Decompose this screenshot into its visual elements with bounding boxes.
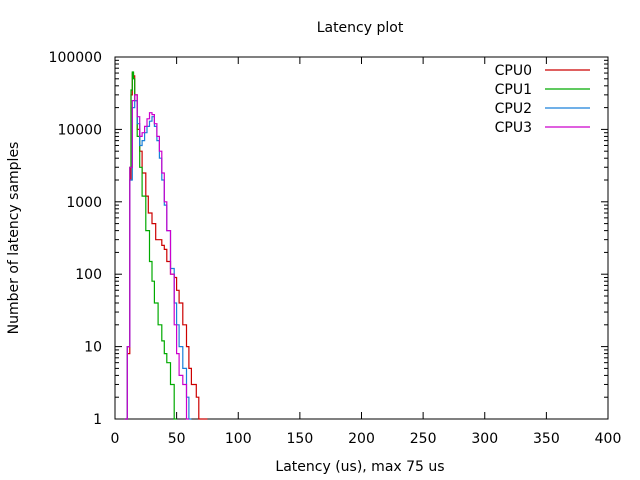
series-layer — [124, 71, 208, 420]
x-tick-label: 150 — [287, 431, 314, 447]
series-line-cpu2 — [124, 100, 192, 420]
series-line-cpu3 — [124, 94, 189, 420]
x-tick-label: 400 — [595, 431, 622, 447]
legend-label-cpu3: CPU3 — [495, 120, 532, 136]
x-tick-label: 350 — [533, 431, 560, 447]
y-tick-label: 10000 — [57, 122, 102, 138]
x-tick-label: 100 — [225, 431, 252, 447]
y-tick-label: 1 — [93, 412, 102, 428]
x-tick-label: 50 — [168, 431, 186, 447]
y-tick-label: 100000 — [49, 50, 102, 66]
legend: CPU0 CPU1 CPU2 CPU3 — [495, 63, 590, 136]
y-axis-label: Number of latency samples — [6, 142, 22, 335]
x-tick-label: 200 — [348, 431, 375, 447]
series-line-cpu1 — [124, 71, 177, 420]
chart-title: Latency plot — [317, 20, 404, 36]
y-tick-label: 10 — [84, 340, 102, 356]
y-tick-label: 1000 — [66, 195, 102, 211]
legend-label-cpu0: CPU0 — [495, 63, 532, 79]
legend-label-cpu1: CPU1 — [495, 82, 532, 98]
x-tick-label: 300 — [471, 431, 498, 447]
y-tick-label: 100 — [75, 267, 102, 283]
axis-ticks: 0 50 100 150 200 250 300 350 400 1 10 100 1000 10000 1… — [49, 50, 622, 447]
x-tick-label: 250 — [410, 431, 437, 447]
legend-label-cpu2: CPU2 — [495, 101, 532, 117]
x-axis-label: Latency (us), max 75 us — [275, 459, 444, 475]
x-tick-label: 0 — [111, 431, 120, 447]
